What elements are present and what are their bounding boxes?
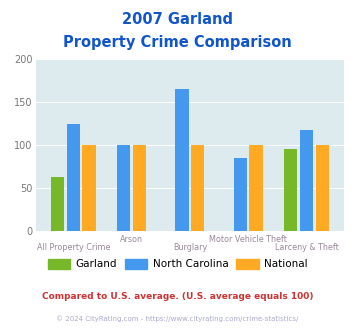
Bar	[117, 145, 131, 231]
Bar	[51, 177, 64, 231]
Bar	[316, 145, 329, 231]
Text: 2007 Garland: 2007 Garland	[122, 12, 233, 26]
Text: © 2024 CityRating.com - https://www.cityrating.com/crime-statistics/: © 2024 CityRating.com - https://www.city…	[56, 315, 299, 322]
Text: Motor Vehicle Theft: Motor Vehicle Theft	[209, 235, 287, 244]
Text: Compared to U.S. average. (U.S. average equals 100): Compared to U.S. average. (U.S. average …	[42, 292, 313, 301]
Text: Property Crime Comparison: Property Crime Comparison	[63, 35, 292, 50]
Bar	[249, 145, 263, 231]
Bar	[284, 149, 297, 231]
Bar	[191, 145, 204, 231]
Bar	[234, 158, 247, 231]
Text: Burglary: Burglary	[173, 243, 207, 252]
Text: Arson: Arson	[120, 235, 143, 244]
Text: Larceny & Theft: Larceny & Theft	[275, 243, 338, 252]
Legend: Garland, North Carolina, National: Garland, North Carolina, National	[43, 254, 312, 273]
Bar	[82, 145, 96, 231]
Bar	[300, 130, 313, 231]
Text: All Property Crime: All Property Crime	[37, 243, 110, 252]
Bar	[133, 145, 146, 231]
Bar	[175, 89, 189, 231]
Bar	[67, 124, 80, 231]
